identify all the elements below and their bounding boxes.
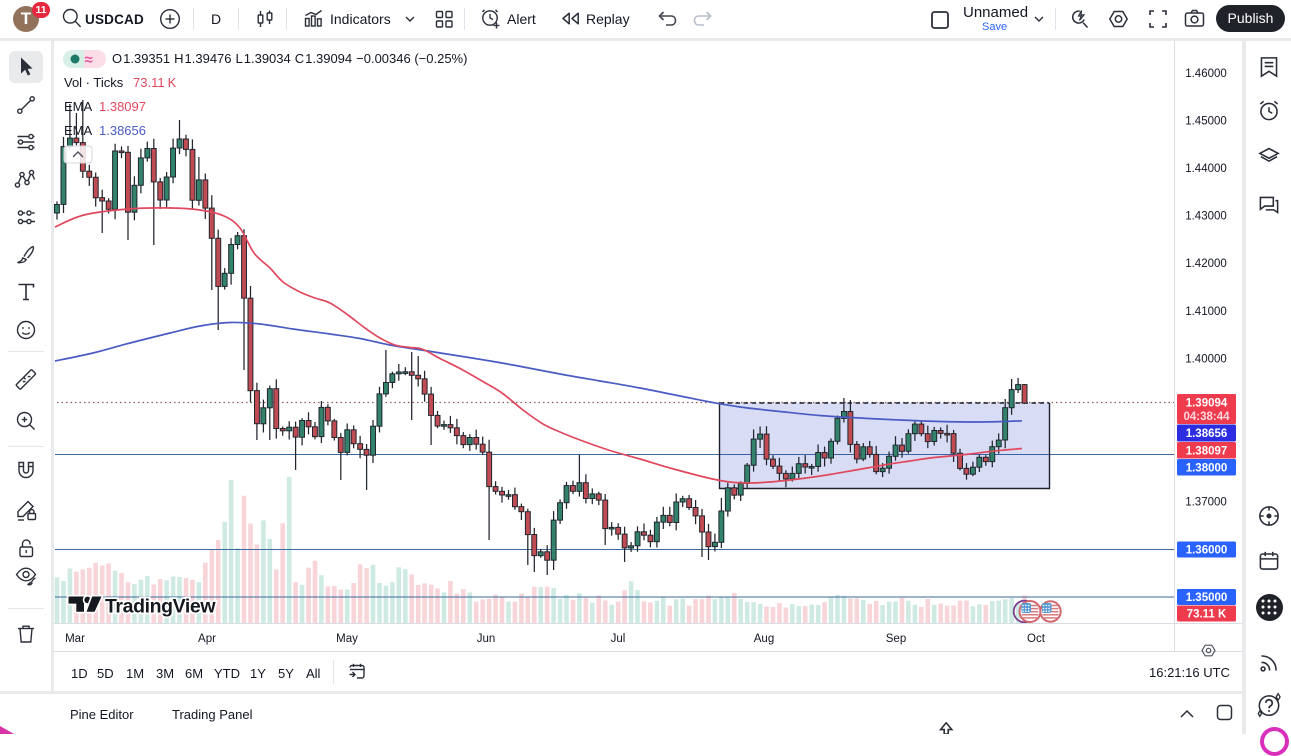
svg-text:Sep: Sep <box>886 633 906 645</box>
svg-text:TradingView: TradingView <box>105 596 216 618</box>
svg-text:1.45000: 1.45000 <box>1185 116 1227 128</box>
svg-text:EMA: EMA <box>64 99 93 114</box>
svg-text:1.44000: 1.44000 <box>1185 163 1227 175</box>
svg-text:Aug: Aug <box>754 633 774 645</box>
svg-text:1.38000: 1.38000 <box>1186 462 1228 474</box>
svg-text:EMA: EMA <box>64 123 93 138</box>
svg-text:≈: ≈ <box>85 52 93 69</box>
svg-text:1.38656: 1.38656 <box>99 123 146 138</box>
svg-text:Oct: Oct <box>1027 633 1046 645</box>
svg-text:73.11K: 73.11 K <box>133 75 177 90</box>
svg-text:73.11 K: 73.11 K <box>1187 609 1227 621</box>
svg-text:1.38097: 1.38097 <box>1186 445 1228 457</box>
svg-text:1.36000: 1.36000 <box>1186 545 1228 557</box>
svg-text:1.35000: 1.35000 <box>1186 592 1228 604</box>
svg-text:1.38097: 1.38097 <box>99 99 146 114</box>
svg-text:1.46000: 1.46000 <box>1185 68 1227 80</box>
svg-text:1.41000: 1.41000 <box>1185 306 1227 318</box>
svg-text:1.42000: 1.42000 <box>1185 258 1227 270</box>
svg-text:Mar: Mar <box>65 633 85 645</box>
svg-text:1.38656: 1.38656 <box>1186 428 1228 440</box>
svg-text:Jun: Jun <box>477 633 496 645</box>
svg-text:1.40000: 1.40000 <box>1185 354 1227 366</box>
svg-text:1.37000: 1.37000 <box>1185 497 1227 509</box>
svg-text:May: May <box>336 633 358 645</box>
svg-text:1.43000: 1.43000 <box>1185 211 1227 223</box>
svg-text:Jul: Jul <box>611 633 626 645</box>
svg-text:04:38:44: 04:38:44 <box>1183 411 1230 423</box>
svg-text:1.39094: 1.39094 <box>1186 398 1228 410</box>
svg-text:Apr: Apr <box>198 633 216 645</box>
svg-text:Vol · Ticks: Vol · Ticks <box>64 75 124 90</box>
